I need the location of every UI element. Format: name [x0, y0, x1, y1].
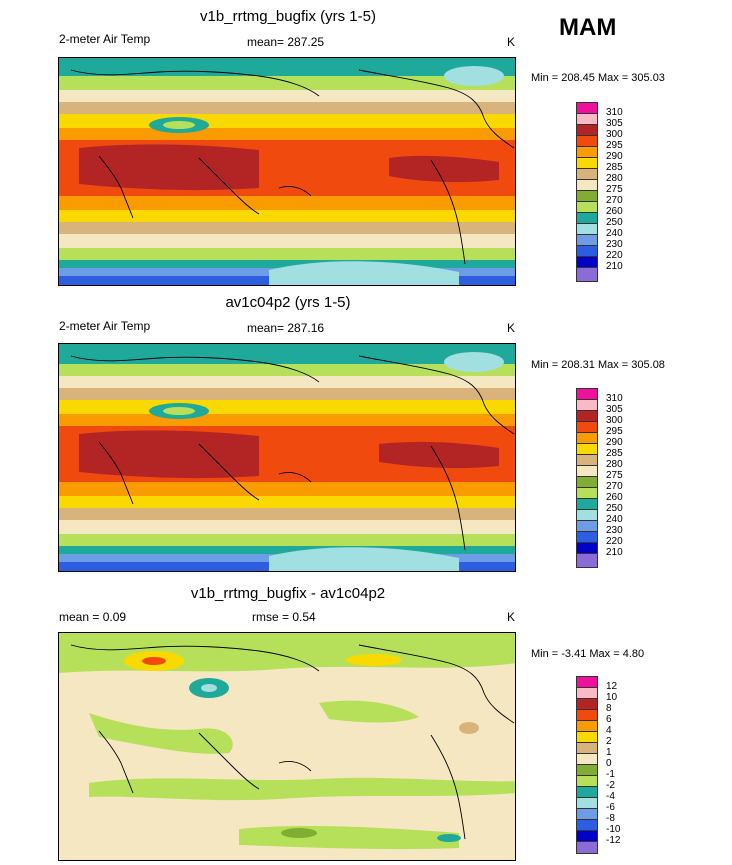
panel1-tick: 300 — [606, 129, 623, 140]
panel3-swatch-16 — [576, 841, 598, 854]
panel2-tick: 240 — [606, 514, 623, 525]
panel1-tick: 310 — [606, 107, 623, 118]
panel1-tick: 305 — [606, 118, 623, 129]
panel3-tick: -4 — [606, 791, 615, 802]
panel2-colorbar — [576, 388, 598, 568]
panel3-tick: 4 — [606, 725, 612, 736]
panel2-tick: 280 — [606, 459, 623, 470]
panel3-tick: 0 — [606, 758, 612, 769]
panel1-swatch-16 — [576, 267, 598, 282]
panel2-tick: 230 — [606, 525, 623, 536]
panel1-map — [58, 57, 516, 286]
panel3-map-svg — [59, 633, 515, 860]
panel1-left-label: 2-meter Air Temp — [59, 32, 151, 46]
season-label: MAM — [559, 14, 617, 41]
panel1-units: K — [507, 35, 516, 49]
panel1-tick: 220 — [606, 250, 623, 261]
panel2-title: av1c04p2 (yrs 1-5) — [225, 294, 351, 311]
panel3-colorbar — [576, 676, 598, 854]
panel2-minmax: Min = 208.31 Max = 305.08 — [531, 359, 665, 371]
panel1-tick: 260 — [606, 206, 623, 217]
panel3-tick: -1 — [606, 769, 615, 780]
panel1-tick: 295 — [606, 140, 623, 151]
panel2-swatch-16 — [576, 553, 598, 568]
panel1-tick: 230 — [606, 239, 623, 250]
panel1-title: v1b_rrtmg_bugfix (yrs 1-5) — [200, 8, 376, 25]
panel2-tick: 300 — [606, 415, 623, 426]
panel3-tick: -8 — [606, 813, 615, 824]
panel2-map — [58, 343, 516, 572]
panel1-tick: 285 — [606, 162, 623, 173]
panel3-tick: -10 — [606, 824, 621, 835]
panel2-tick: 305 — [606, 404, 623, 415]
panel3-mean-label: mean = 0.09 — [59, 610, 127, 624]
panel1-minmax: Min = 208.45 Max = 305.03 — [531, 72, 665, 84]
panel2-tick: 250 — [606, 503, 623, 514]
panel2-tick: 295 — [606, 426, 623, 437]
panel3-minmax: Min = -3.41 Max = 4.80 — [531, 648, 645, 660]
panel1-tick: 250 — [606, 217, 623, 228]
panel3-tick: 6 — [606, 714, 612, 725]
panel2-tick: 310 — [606, 393, 623, 404]
panel2-tick: 290 — [606, 437, 623, 448]
panel2-mean-label: mean= 287.16 — [247, 321, 325, 335]
panel3-map — [58, 632, 516, 861]
panel3-tick: -6 — [606, 802, 615, 813]
panel2-tick: 270 — [606, 481, 623, 492]
panel2-tick: 285 — [606, 448, 623, 459]
panel1-colorbar — [576, 102, 598, 282]
panel3-rmse-label: rmse = 0.54 — [252, 610, 316, 624]
panel3-tick: 12 — [606, 681, 618, 692]
panel2-tick: 260 — [606, 492, 623, 503]
panel2-tick: 220 — [606, 536, 623, 547]
panel3-tick: -12 — [606, 835, 621, 846]
panel3-tick: 1 — [606, 747, 612, 758]
panel1-tick: 270 — [606, 195, 623, 206]
panel1-tick: 280 — [606, 173, 623, 184]
panel1-tick: 290 — [606, 151, 623, 162]
panel1-tick: 210 — [606, 261, 623, 272]
panel1-tick: 240 — [606, 228, 623, 239]
panel2-tick: 275 — [606, 470, 623, 481]
panel3-tick: 10 — [606, 692, 618, 703]
panel3-tick: 2 — [606, 736, 612, 747]
panel3-tick: -2 — [606, 780, 615, 791]
panel3-title: v1b_rrtmg_bugfix - av1c04p2 — [190, 585, 386, 602]
panel2-units: K — [507, 321, 516, 335]
panel3-units: K — [507, 610, 516, 624]
panel2-left-label: 2-meter Air Temp — [59, 319, 151, 333]
panel1-mean-label: mean= 287.25 — [247, 35, 325, 49]
panel2-tick: 210 — [606, 547, 623, 558]
panel2-map-svg — [59, 344, 515, 571]
panel1-tick: 275 — [606, 184, 623, 195]
panel3-tick: 8 — [606, 703, 612, 714]
panel1-map-svg — [59, 58, 515, 285]
